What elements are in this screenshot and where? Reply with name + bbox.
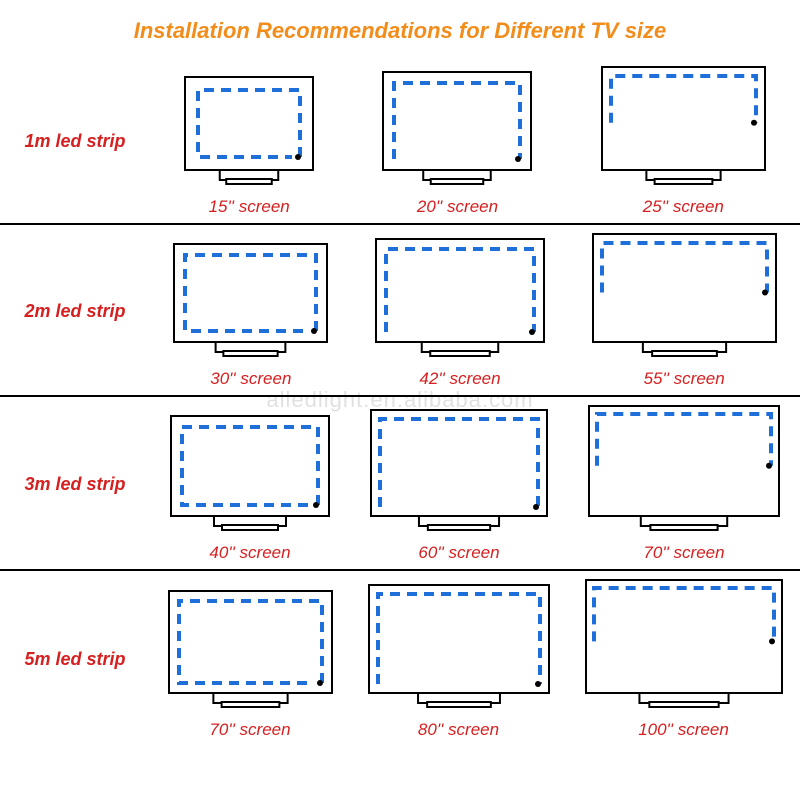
tv-caption: 80'' screen: [418, 720, 499, 740]
tv-caption: 25'' screen: [643, 197, 724, 217]
tv-group: 30'' screen 42'' screen 55'' screen: [150, 233, 800, 389]
tv-caption: 70'' screen: [643, 543, 724, 563]
tv-cell: 15'' screen: [184, 76, 314, 217]
page-title: Installation Recommendations for Differe…: [0, 0, 800, 58]
tv-icon: [184, 76, 314, 191]
tv-cell: 70'' screen: [168, 590, 333, 740]
row: 1m led strip 15'' screen 20'' screen 25'…: [0, 58, 800, 225]
tv-cell: 20'' screen: [382, 71, 532, 217]
tv-cell: 40'' screen: [170, 415, 330, 563]
tv-icon: [168, 590, 333, 714]
row-label: 2m led strip: [0, 301, 150, 322]
tv-icon: [368, 584, 550, 714]
tv-icon: [170, 415, 330, 537]
rows-container: 1m led strip 15'' screen 20'' screen 25'…: [0, 58, 800, 746]
tv-cell: 55'' screen: [592, 233, 777, 389]
tv-icon: [173, 243, 328, 363]
tv-caption: 55'' screen: [644, 369, 725, 389]
row: 2m led strip 30'' screen 42'' screen 55'…: [0, 225, 800, 397]
row: 3m led strip 40'' screen 60'' screen 70'…: [0, 397, 800, 571]
tv-icon: [382, 71, 532, 191]
row-label: 1m led strip: [0, 131, 150, 152]
tv-caption: 30'' screen: [210, 369, 291, 389]
tv-group: 40'' screen 60'' screen 70'' screen: [150, 405, 800, 563]
row: 5m led strip 70'' screen 80'' screen 100…: [0, 571, 800, 746]
tv-cell: 30'' screen: [173, 243, 328, 389]
tv-icon: [370, 409, 548, 537]
tv-caption: 100'' screen: [638, 720, 729, 740]
tv-icon: [588, 405, 780, 537]
tv-cell: 100'' screen: [585, 579, 783, 740]
tv-group: 15'' screen 20'' screen 25'' screen: [150, 66, 800, 217]
tv-caption: 42'' screen: [419, 369, 500, 389]
tv-cell: 80'' screen: [368, 584, 550, 740]
tv-cell: 70'' screen: [588, 405, 780, 563]
tv-icon: [601, 66, 766, 191]
row-label: 5m led strip: [0, 649, 150, 670]
tv-caption: 70'' screen: [209, 720, 290, 740]
tv-caption: 20'' screen: [417, 197, 498, 217]
tv-caption: 15'' screen: [209, 197, 290, 217]
tv-icon: [585, 579, 783, 714]
row-label: 3m led strip: [0, 474, 150, 495]
tv-cell: 42'' screen: [375, 238, 545, 389]
tv-caption: 60'' screen: [418, 543, 499, 563]
tv-icon: [592, 233, 777, 363]
tv-caption: 40'' screen: [209, 543, 290, 563]
tv-cell: 60'' screen: [370, 409, 548, 563]
tv-icon: [375, 238, 545, 363]
tv-cell: 25'' screen: [601, 66, 766, 217]
tv-group: 70'' screen 80'' screen 100'' screen: [150, 579, 800, 740]
